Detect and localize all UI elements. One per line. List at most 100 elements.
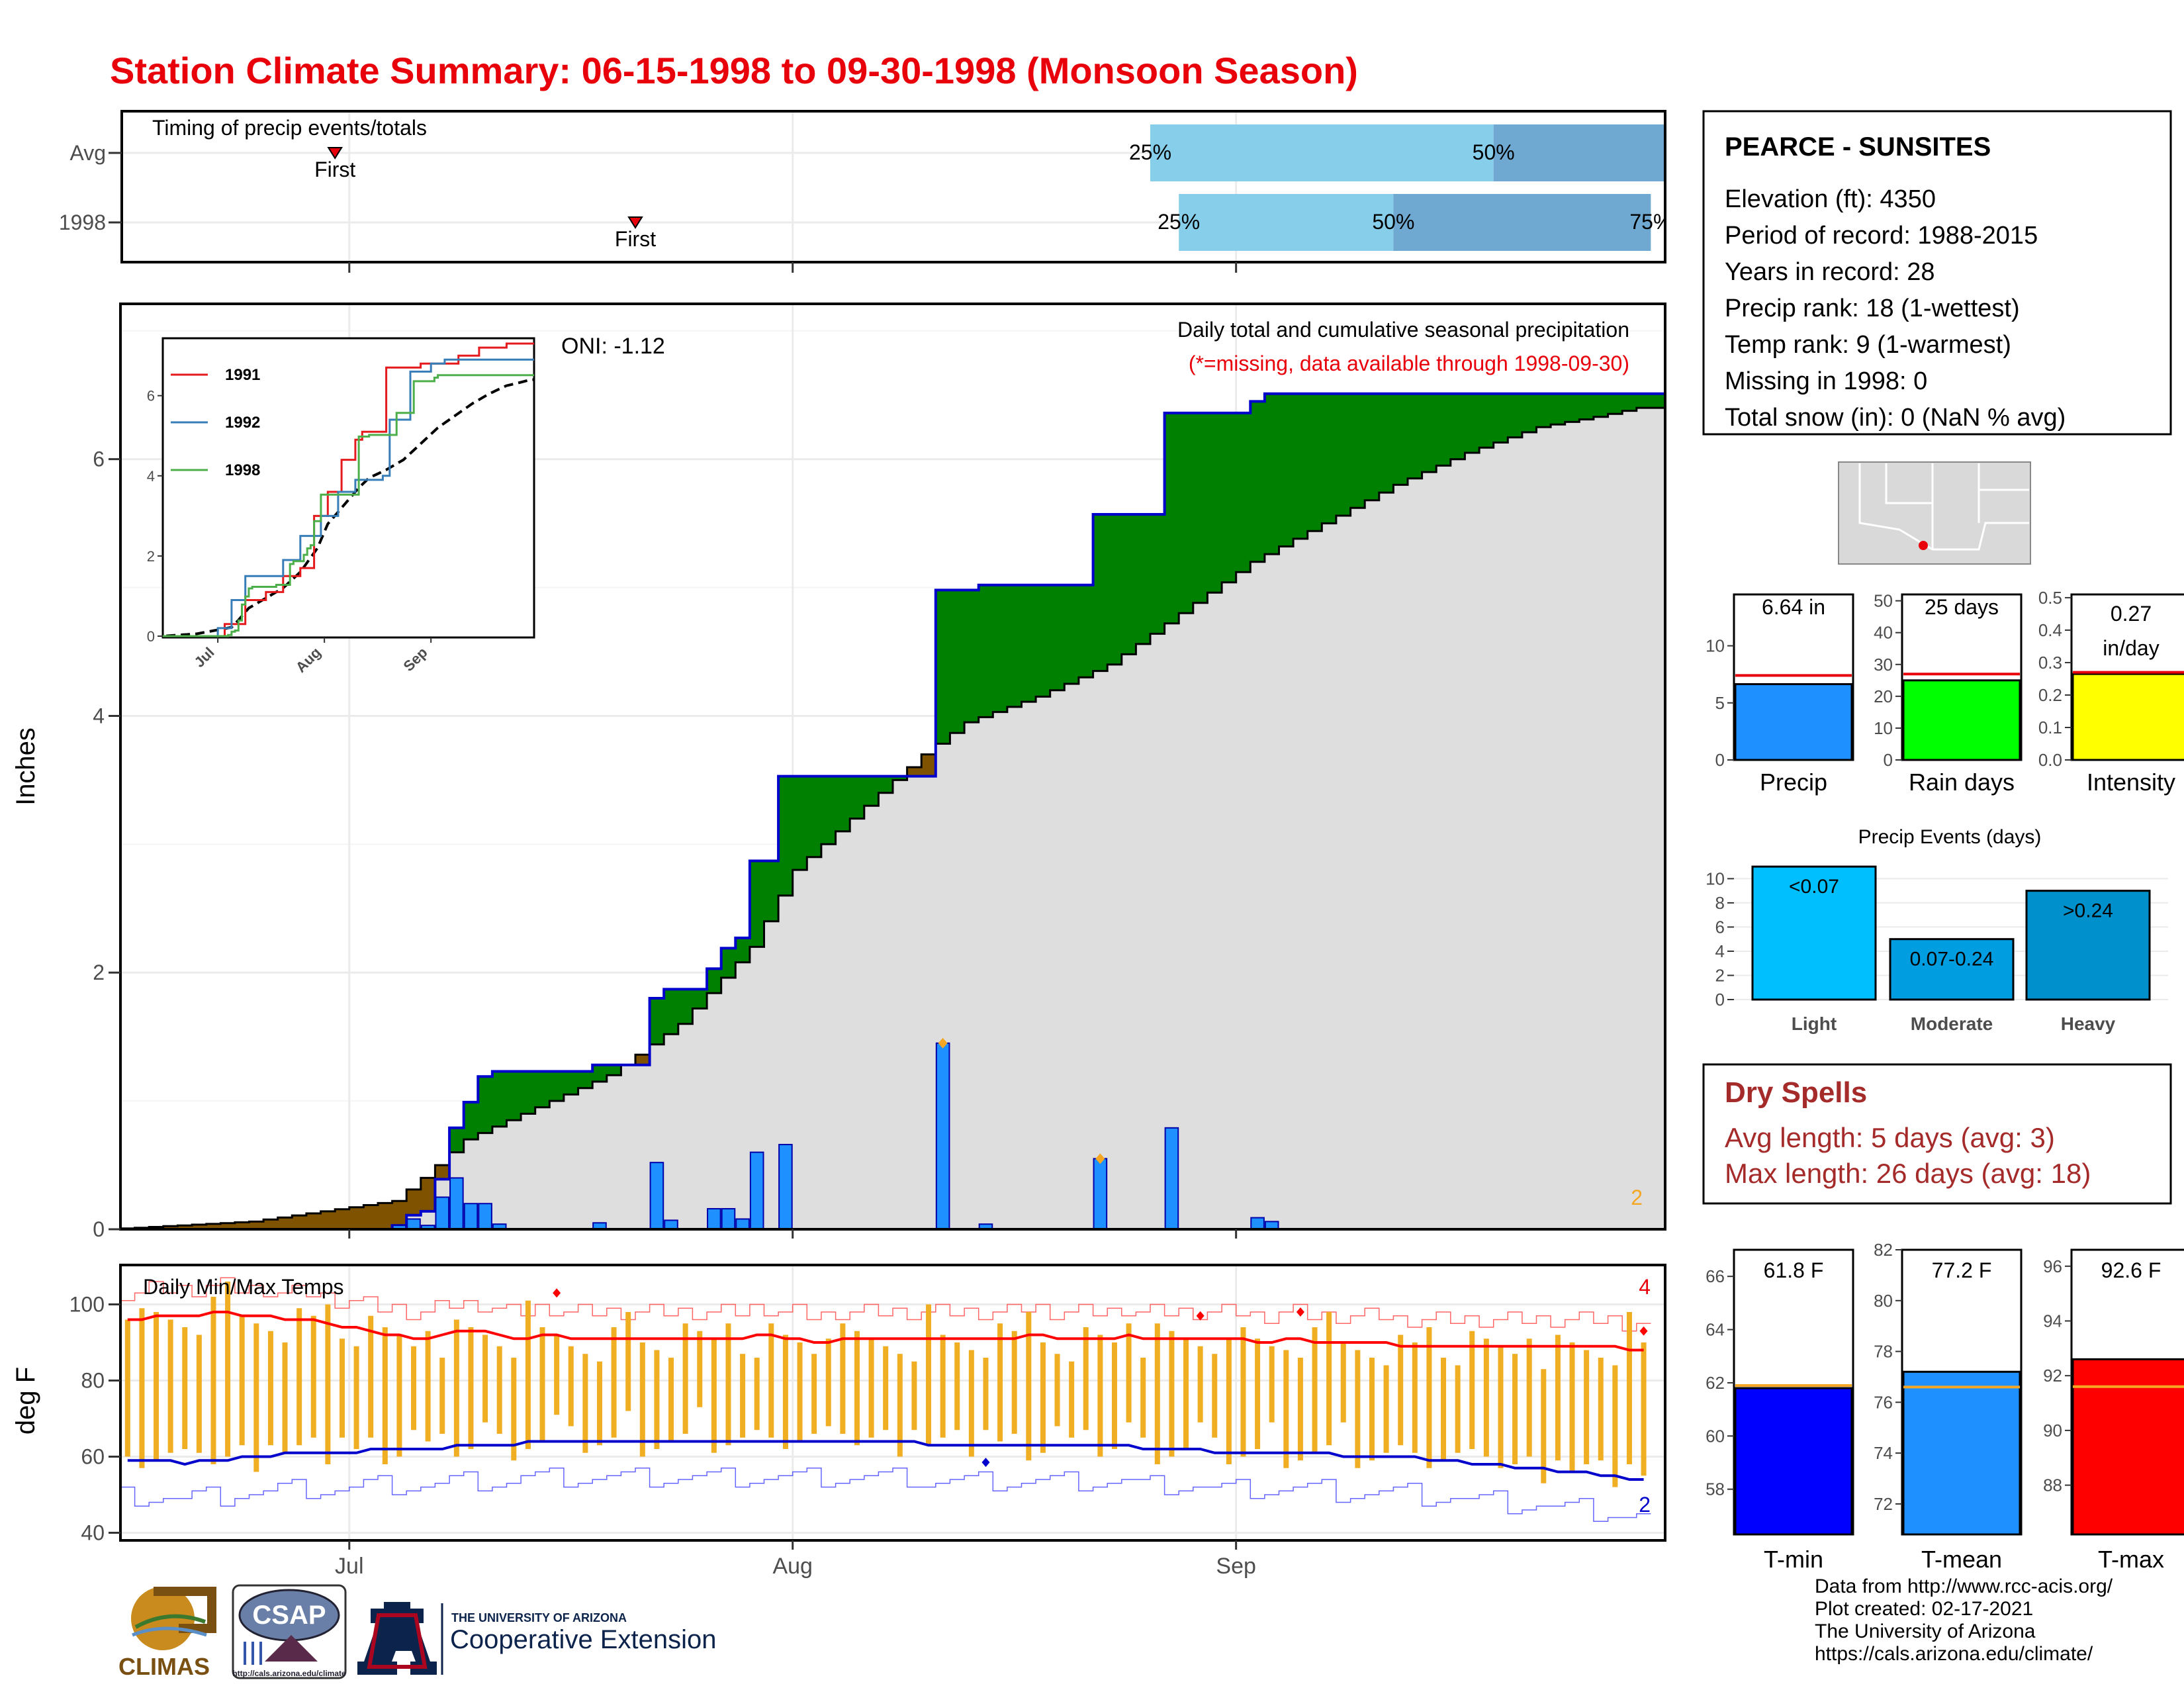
inset-ytick-label: 0	[147, 628, 155, 645]
deficit-fill	[392, 1201, 407, 1226]
timing-row-label-1998: 1998	[59, 211, 106, 234]
surplus-fill	[1336, 393, 1351, 516]
footer-line: The University of Arizona	[1815, 1620, 2036, 1642]
daily-temp-bar	[282, 1342, 288, 1453]
daily-precip-bar	[435, 1196, 450, 1229]
daily-precip-bar	[721, 1207, 736, 1229]
summary-bar-tick-label: 0	[1884, 750, 1893, 770]
surplus-fill	[764, 861, 779, 921]
precip-ylabel: Inches	[11, 727, 40, 806]
surplus-fill	[1651, 393, 1665, 408]
surplus-fill	[606, 1064, 621, 1076]
daily-temp-bar	[954, 1342, 960, 1430]
temp-ytick-label: 80	[81, 1369, 105, 1393]
csap-logo-url: http://cals.arizona.edu/climate	[232, 1669, 346, 1678]
events-tick-label: 0	[1715, 990, 1725, 1009]
surplus-fill	[893, 776, 908, 780]
temp-summary-tick-label: 94	[2043, 1311, 2062, 1331]
daily-precip-marker	[1095, 1153, 1105, 1164]
events-category-label: Light	[1792, 1013, 1837, 1034]
daily-precip-bar	[935, 1042, 950, 1229]
surplus-fill	[792, 776, 807, 870]
daily-temp-bar	[1483, 1338, 1489, 1457]
summary-bar-value: in/day	[2103, 636, 2159, 660]
deficit-fill	[192, 1225, 207, 1229]
summary-bars: 0 5 10 6.64 in Precip 0 10 20 30 40 50 25 days Rain …	[1706, 588, 2184, 796]
daily-temp-bar	[468, 1327, 474, 1449]
summary-bar-tick-label: 0.5	[2038, 588, 2062, 608]
inset-series-1992	[163, 358, 534, 637]
deficit-fill	[363, 1205, 379, 1229]
surplus-fill	[1036, 585, 1051, 697]
temp-xtick-label: Aug	[772, 1554, 813, 1579]
precip-ytick-label: 2	[93, 961, 105, 984]
daily-temp-bar	[840, 1323, 846, 1434]
daily-precip-bar	[664, 1219, 678, 1229]
events-tick-label: 8	[1715, 893, 1725, 913]
daily-temp-bar	[267, 1331, 273, 1446]
temp-summary-label: T-min	[1764, 1546, 1823, 1573]
surplus-fill	[1093, 514, 1108, 671]
timing-bar-upper	[1393, 194, 1651, 251]
station-line: Years in record: 28	[1725, 258, 1935, 286]
daily-temp-bar	[1226, 1338, 1232, 1464]
surplus-fill	[1493, 393, 1508, 443]
station-line: Missing in 1998: 0	[1725, 367, 1927, 395]
surplus-fill	[1250, 401, 1265, 562]
precip-missing-note: (*=missing, data available through 1998-…	[1189, 352, 1629, 375]
summary-bar-tick-label: 0	[1715, 750, 1725, 770]
avg-min-line	[127, 1440, 1644, 1481]
surplus-fill	[1322, 393, 1337, 524]
daily-temp-bar	[139, 1308, 145, 1468]
daily-precip-bar	[735, 1218, 750, 1229]
timing-percentile-label: 75%	[1629, 210, 1672, 234]
daily-temp-bar	[1183, 1338, 1189, 1449]
surplus-fill	[1222, 412, 1237, 583]
daily-temp-bar	[639, 1342, 645, 1457]
surplus-fill	[1536, 393, 1551, 428]
summary-bar-label: Precip	[1760, 769, 1827, 796]
daily-temp-bar	[539, 1327, 545, 1442]
deficit-fill	[349, 1207, 364, 1229]
inset-ytick-label: 2	[147, 548, 155, 565]
timing-marker	[327, 147, 343, 160]
temp-summary-bar	[2071, 1358, 2184, 1536]
daily-temp-bar	[1255, 1338, 1261, 1449]
surplus-fill	[1479, 393, 1494, 448]
daily-temp-bar	[525, 1300, 531, 1449]
temperature-bars: 58 60 62 64 66 61.8 F T-min 72 74 76 78 80 82 77.2 F T…	[1706, 1240, 2184, 1573]
deficit-fill	[306, 1213, 322, 1229]
surplus-fill	[506, 1071, 522, 1121]
surplus-fill	[664, 989, 679, 1035]
daily-precip-bar	[749, 1151, 764, 1229]
daily-temp-bar	[1426, 1327, 1432, 1468]
timing-row-label-avg: Avg	[69, 141, 106, 165]
temp-summary-tick-label: 90	[2043, 1421, 2062, 1440]
temp-summary-value: 92.6 F	[2101, 1258, 2161, 1282]
daily-temp-bar	[1054, 1354, 1060, 1427]
daily-temp-bar	[1340, 1342, 1346, 1423]
temp-summary-label: T-max	[2098, 1546, 2164, 1573]
daily-temp-bar	[1455, 1365, 1461, 1453]
daily-temp-bar	[339, 1338, 345, 1438]
summary-bar-tick-label: 0.3	[2038, 653, 2062, 673]
temp-xtick-label: Sep	[1216, 1554, 1256, 1579]
temp-panel: Daily Min/Max Temps deg F 4 2 40 60 80 100 J…	[11, 1264, 1666, 1579]
surplus-fill	[449, 1127, 465, 1152]
surplus-fill	[1050, 585, 1065, 690]
surplus-fill	[535, 1071, 550, 1107]
timing-bar-lower	[1179, 194, 1394, 251]
events-bar	[1889, 938, 2015, 1001]
temp-panel-label: Daily Min/Max Temps	[143, 1275, 343, 1299]
events-tick-label: 10	[1706, 868, 1725, 888]
surplus-fill	[1193, 412, 1208, 603]
daily-temp-bar	[782, 1335, 788, 1449]
temp-summary-tick-label: 88	[2043, 1476, 2062, 1495]
daily-temp-bar	[868, 1338, 874, 1438]
surplus-fill	[521, 1071, 536, 1114]
surplus-fill	[1107, 514, 1122, 665]
daily-temp-bar	[1612, 1365, 1618, 1487]
summary-bar-tick-label: 30	[1874, 655, 1893, 675]
daily-temp-bar	[725, 1323, 731, 1446]
